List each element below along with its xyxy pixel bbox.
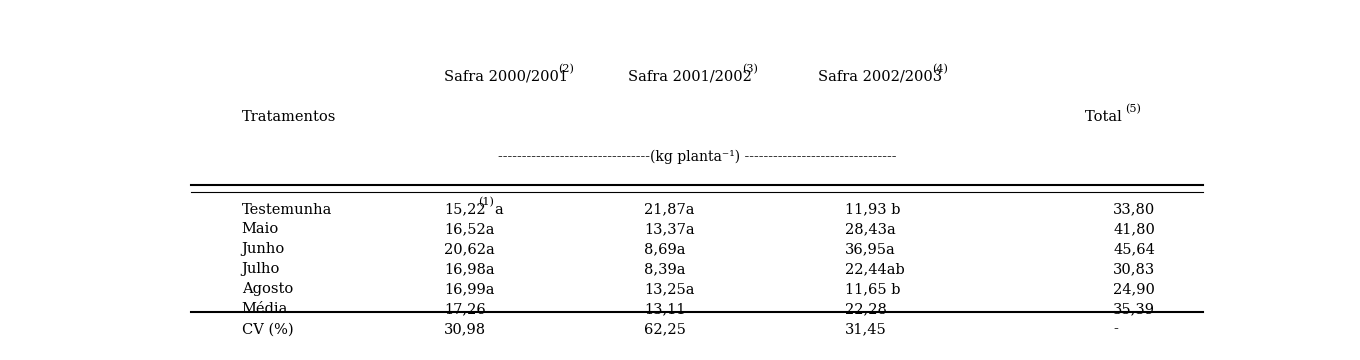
Text: Total: Total xyxy=(1085,110,1126,124)
Text: 16,99a: 16,99a xyxy=(443,282,495,296)
Text: 31,45: 31,45 xyxy=(845,322,887,336)
Text: 30,98: 30,98 xyxy=(443,322,486,336)
Text: 45,64: 45,64 xyxy=(1114,242,1155,256)
Text: Julho: Julho xyxy=(242,262,280,276)
Text: 17,26: 17,26 xyxy=(443,302,486,316)
Text: 33,80: 33,80 xyxy=(1114,203,1156,216)
Text: Safra 2002/2003: Safra 2002/2003 xyxy=(819,69,942,84)
Text: 8,69a: 8,69a xyxy=(645,242,685,256)
Text: CV (%): CV (%) xyxy=(242,322,294,336)
Text: Safra 2000/2001: Safra 2000/2001 xyxy=(443,69,568,84)
Text: (4): (4) xyxy=(932,64,948,74)
Text: Junho: Junho xyxy=(242,242,286,256)
Text: Testemunha: Testemunha xyxy=(242,203,332,216)
Text: 16,98a: 16,98a xyxy=(443,262,495,276)
Text: Tratamentos: Tratamentos xyxy=(242,110,336,124)
Text: 13,37a: 13,37a xyxy=(645,222,695,237)
Text: --------------------------------(kg planta⁻¹) --------------------------------: --------------------------------(kg plan… xyxy=(498,150,896,164)
Text: -: - xyxy=(1114,322,1118,336)
Text: 36,95a: 36,95a xyxy=(845,242,895,256)
Text: (3): (3) xyxy=(743,64,758,74)
Text: Agosto: Agosto xyxy=(242,282,292,296)
Text: 62,25: 62,25 xyxy=(645,322,687,336)
Text: 22,28: 22,28 xyxy=(845,302,887,316)
Text: 41,80: 41,80 xyxy=(1114,222,1155,237)
Text: 8,39a: 8,39a xyxy=(645,262,685,276)
Text: 28,43a: 28,43a xyxy=(845,222,895,237)
Text: 22,44ab: 22,44ab xyxy=(845,262,904,276)
Text: 20,62a: 20,62a xyxy=(443,242,495,256)
Text: 35,39: 35,39 xyxy=(1114,302,1156,316)
Text: Maio: Maio xyxy=(242,222,279,237)
Text: a: a xyxy=(494,203,503,216)
Text: 15,22: 15,22 xyxy=(443,203,486,216)
Text: (2): (2) xyxy=(558,64,574,74)
Text: (5): (5) xyxy=(1125,104,1141,114)
Text: Safra 2001/2002: Safra 2001/2002 xyxy=(628,69,752,84)
Text: 16,52a: 16,52a xyxy=(443,222,495,237)
Text: 21,87a: 21,87a xyxy=(645,203,695,216)
Text: Média: Média xyxy=(242,302,288,316)
Text: 11,65 b: 11,65 b xyxy=(845,282,900,296)
Text: 30,83: 30,83 xyxy=(1114,262,1156,276)
Text: 13,25a: 13,25a xyxy=(645,282,695,296)
Text: 11,93 b: 11,93 b xyxy=(845,203,900,216)
Text: (1): (1) xyxy=(479,197,494,208)
Text: 13,11: 13,11 xyxy=(645,302,685,316)
Text: 24,90: 24,90 xyxy=(1114,282,1155,296)
